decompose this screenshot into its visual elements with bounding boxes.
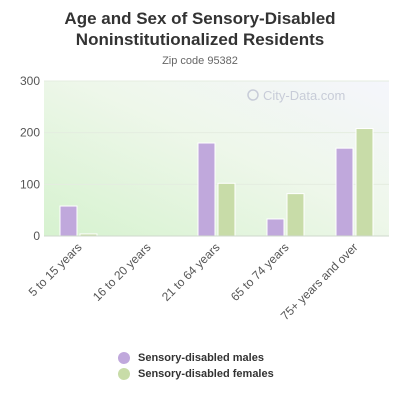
y-tick-label: 100 [20, 177, 40, 191]
y-tick-label: 200 [20, 126, 40, 140]
plot-background [44, 81, 389, 236]
x-tick-label: 21 to 64 years [159, 240, 223, 304]
watermark: City-Data.com [247, 88, 345, 103]
watermark-icon [247, 89, 259, 101]
bar-males [335, 147, 354, 237]
watermark-text: City-Data.com [263, 88, 345, 103]
y-tick-label: 300 [20, 74, 40, 88]
x-tick-label: 16 to 20 years [90, 240, 154, 304]
bar-females [355, 128, 374, 237]
legend-swatch-males [118, 352, 130, 364]
legend-swatch-females [118, 368, 130, 380]
bar-males [197, 142, 216, 237]
x-tick-label: 65 to 74 years [228, 240, 292, 304]
legend: Sensory-disabled males Sensory-disabled … [118, 350, 274, 382]
chart-title: Age and Sex of Sensory-Disabled Noninsti… [64, 9, 336, 49]
chart-subtitle: Zip code 95382 [162, 55, 238, 67]
y-tick-label: 0 [33, 229, 40, 243]
x-tick-label: 75+ years and over [278, 240, 361, 323]
bar-females [286, 193, 305, 237]
legend-label-females: Sensory-disabled females [138, 368, 274, 380]
x-tick-label: 5 to 15 years [26, 240, 85, 299]
bar-males [266, 218, 285, 237]
legend-label-males: Sensory-disabled males [138, 352, 264, 364]
legend-item-males: Sensory-disabled males [118, 350, 274, 366]
bar-females [217, 182, 236, 237]
legend-item-females: Sensory-disabled females [118, 366, 274, 382]
bar-males [59, 205, 78, 237]
